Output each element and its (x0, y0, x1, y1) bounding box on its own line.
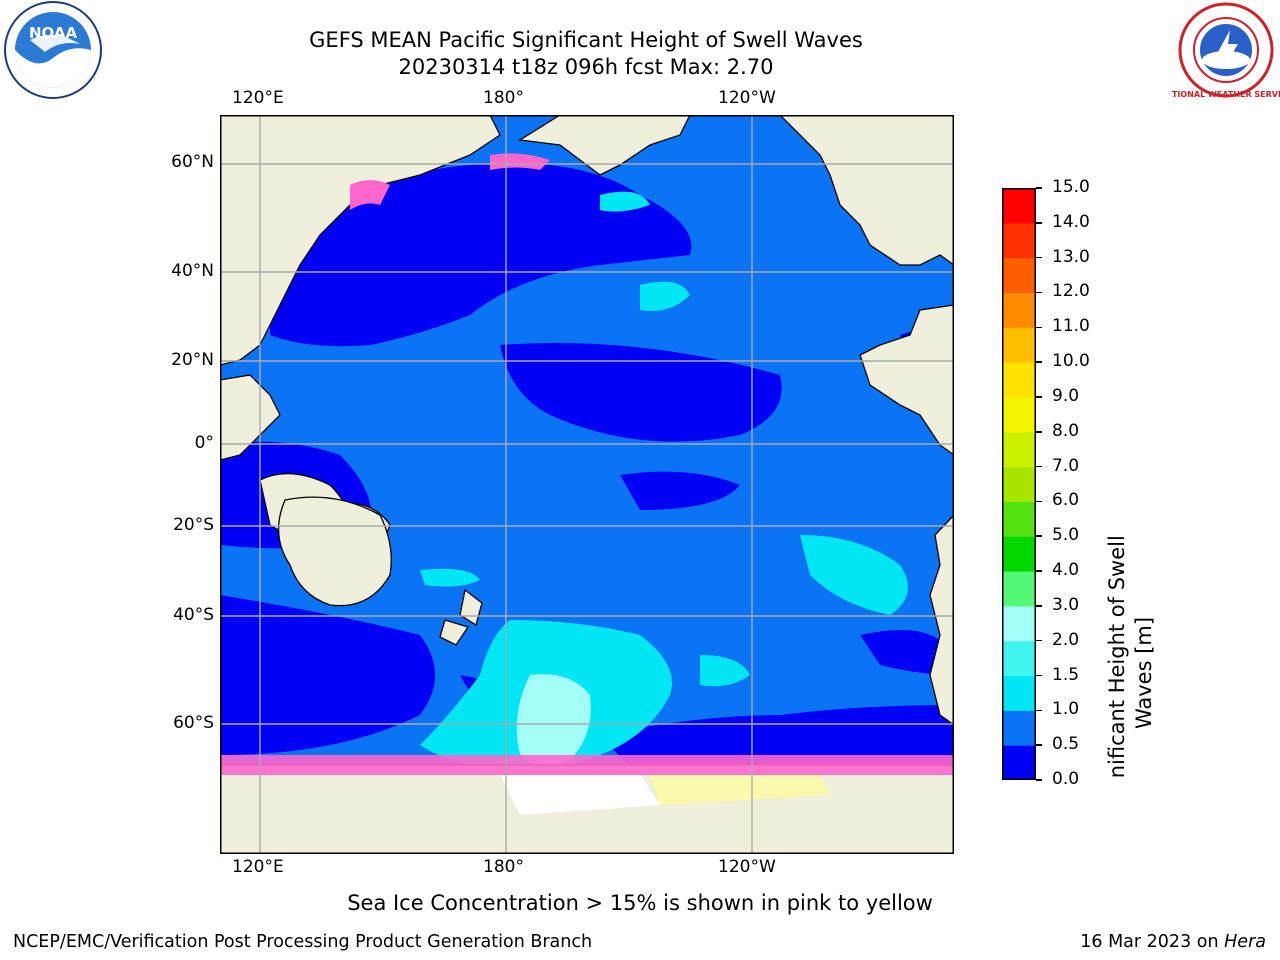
colorbar-segment (1002, 640, 1036, 677)
colorbar-tick-label: 11.0 (1052, 316, 1090, 337)
colorbar-segment (1002, 431, 1036, 468)
graticule (220, 115, 954, 854)
colorbar-tick-mark (1036, 222, 1042, 224)
lon-label-bottom-120e: 120°E (232, 857, 284, 877)
chart-subtitle: 20230314 t18z 096h fcst Max: 2.70 (398, 55, 774, 79)
colorbar-tick-mark (1036, 674, 1042, 677)
sea-ice-edge (220, 755, 954, 815)
lon-label-top-120w: 120°W (718, 88, 776, 108)
lat-label-20s: 20°S (173, 515, 214, 535)
colorbar-tick-mark (1036, 500, 1042, 503)
colorbar (1002, 188, 1036, 781)
lon-label-bottom-120w: 120°W (718, 857, 776, 877)
colorbar-tick-mark (1036, 605, 1042, 607)
colorbar-tick-mark (1036, 187, 1042, 189)
colorbar-tick-label: 9.0 (1052, 385, 1080, 406)
chart-title: GEFS MEAN Pacific Significant Height of … (309, 28, 863, 52)
colorbar-segment (1002, 188, 1036, 224)
noaa-logo-icon: NOAA (0, 0, 106, 100)
date-text: 16 Mar 2023 on (1080, 932, 1219, 952)
colorbar-segment (1002, 222, 1036, 259)
date-stamp: 16 Mar 2023 on Hera (1080, 932, 1266, 952)
colorbar-tick-mark (1036, 326, 1042, 329)
lat-label-0: 0° (194, 433, 214, 453)
colorbar-segment (1002, 536, 1036, 572)
colorbar-label: Significant Height of Swell Waves [m] (1100, 188, 1162, 811)
colorbar-tick-label: 15.0 (1052, 177, 1090, 197)
colorbar-segment (1002, 675, 1036, 711)
colorbar-tick-label: 6.0 (1052, 490, 1080, 511)
nws-logo-text: NATIONAL WEATHER SERVICE (1172, 90, 1280, 99)
colorbar-tick-label: 3.0 (1052, 594, 1080, 615)
colorbar-segment (1002, 710, 1036, 746)
colorbar-tick-label: 13.0 (1052, 246, 1090, 267)
colorbar-tick-mark (1036, 744, 1042, 746)
lon-label-top-120e: 120°E (232, 88, 284, 108)
colorbar-segment (1002, 501, 1036, 537)
lat-label-60s: 60°S (173, 713, 214, 733)
colorbar-segment (1002, 257, 1036, 293)
colorbar-tick-mark (1036, 256, 1042, 259)
colorbar-tick-mark (1036, 361, 1042, 363)
lon-label-bottom-180: 180° (483, 857, 524, 877)
colorbar-border (1002, 188, 1036, 780)
lon-label-top-180: 180° (483, 88, 524, 108)
colorbar-tick-label: 8.0 (1052, 420, 1080, 441)
colorbar-segment (1002, 571, 1036, 607)
machine-name: Hera (1224, 932, 1266, 952)
nws-logo-icon: NATIONAL WEATHER SERVICE (1160, 0, 1280, 100)
colorbar-tick-labels: 0.0 0.5 1.0 1.5 2.0 3.0 4.0 5.0 6.0 7.0 8.0 9.0 10.0… (1036, 177, 1104, 789)
colorbar-tick-label: 7.0 (1052, 455, 1080, 476)
arctic-ice-edge (350, 153, 550, 210)
colorbar-tick-mark (1036, 431, 1042, 433)
sea-ice-note: Sea Ice Concentration > 15% is shown in … (347, 891, 933, 915)
colorbar-tick-label: 12.0 (1052, 281, 1090, 302)
colorbar-label-line1: Significant Height of Swell (1105, 535, 1129, 780)
colorbar-segment (1002, 327, 1036, 363)
colorbar-segment (1002, 466, 1036, 502)
colorbar-tick-label: 5.0 (1052, 525, 1080, 546)
colorbar-tick-label: 14.0 (1052, 211, 1090, 232)
lat-label-40s: 40°S (173, 605, 214, 625)
colorbar-tick-label: 2.0 (1052, 629, 1080, 650)
colorbar-tick-mark (1036, 570, 1042, 572)
colorbar-tick-mark (1036, 639, 1042, 642)
colorbar-segment (1002, 745, 1036, 781)
ocean-peak-swell-area (516, 674, 591, 767)
noaa-logo-text: NOAA (29, 24, 78, 42)
colorbar-segment (1002, 396, 1036, 433)
colorbar-tick-mark (1036, 709, 1042, 712)
colorbar-tick-label: 1.0 (1052, 699, 1080, 720)
swell-height-map (220, 115, 954, 854)
colorbar-tick-label: 0.0 (1052, 769, 1080, 789)
colorbar-segment (1002, 605, 1036, 642)
colorbar-segment (1002, 292, 1036, 328)
colorbar-tick-mark (1036, 291, 1042, 294)
lat-label-60n: 60°N (171, 152, 214, 172)
colorbar-tick-label: 10.0 (1052, 351, 1090, 372)
credit-text: NCEP/EMC/Verification Post Processing Pr… (13, 932, 593, 952)
colorbar-label-line2: Waves [m] (1132, 617, 1156, 729)
colorbar-tick-label: 0.5 (1052, 734, 1080, 755)
lat-label-20n: 20°N (171, 350, 214, 370)
colorbar-tick-mark (1036, 779, 1042, 781)
colorbar-tick-mark (1036, 396, 1042, 398)
colorbar-tick-mark (1036, 465, 1042, 468)
colorbar-tick-label: 1.5 (1052, 664, 1080, 685)
lat-label-40n: 40°N (171, 261, 214, 281)
colorbar-tick-label: 4.0 (1052, 560, 1080, 581)
map-panel (220, 115, 954, 854)
colorbar-tick-mark (1036, 535, 1042, 537)
colorbar-segment (1002, 362, 1036, 398)
